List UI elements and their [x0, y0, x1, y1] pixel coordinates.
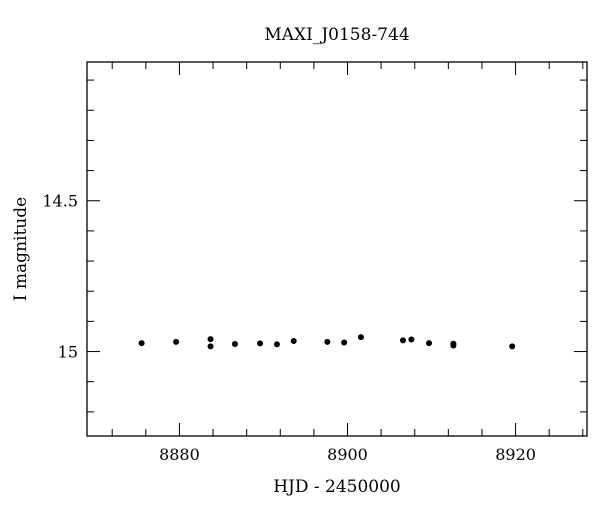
- chart-title: MAXI_J0158-744: [264, 25, 409, 45]
- x-tick-label: 8900: [327, 445, 368, 464]
- data-points: [138, 334, 516, 350]
- data-point: [231, 341, 238, 348]
- data-point: [273, 341, 280, 348]
- data-point: [173, 338, 180, 345]
- tick-labels: 8880 8900 8920 14.5 15: [42, 192, 536, 464]
- data-point: [450, 342, 457, 349]
- data-point: [426, 340, 433, 347]
- data-point: [207, 343, 214, 350]
- axis-ticks: [87, 62, 587, 436]
- data-point: [138, 340, 145, 347]
- data-point: [324, 338, 331, 345]
- y-tick-label: 14.5: [42, 192, 78, 211]
- y-axis-label: I magnitude: [11, 197, 31, 301]
- data-point: [207, 336, 214, 343]
- data-point: [399, 337, 406, 344]
- data-point: [290, 337, 297, 344]
- plot-frame: [86, 61, 588, 437]
- data-point: [408, 336, 415, 343]
- data-point: [357, 334, 364, 341]
- x-axis-label: HJD - 2450000: [273, 477, 401, 497]
- x-tick-label: 8920: [495, 445, 536, 464]
- data-point: [509, 343, 516, 350]
- data-point: [341, 339, 348, 346]
- x-tick-label: 8880: [159, 445, 200, 464]
- data-point: [257, 340, 264, 347]
- y-tick-label: 15: [58, 343, 78, 362]
